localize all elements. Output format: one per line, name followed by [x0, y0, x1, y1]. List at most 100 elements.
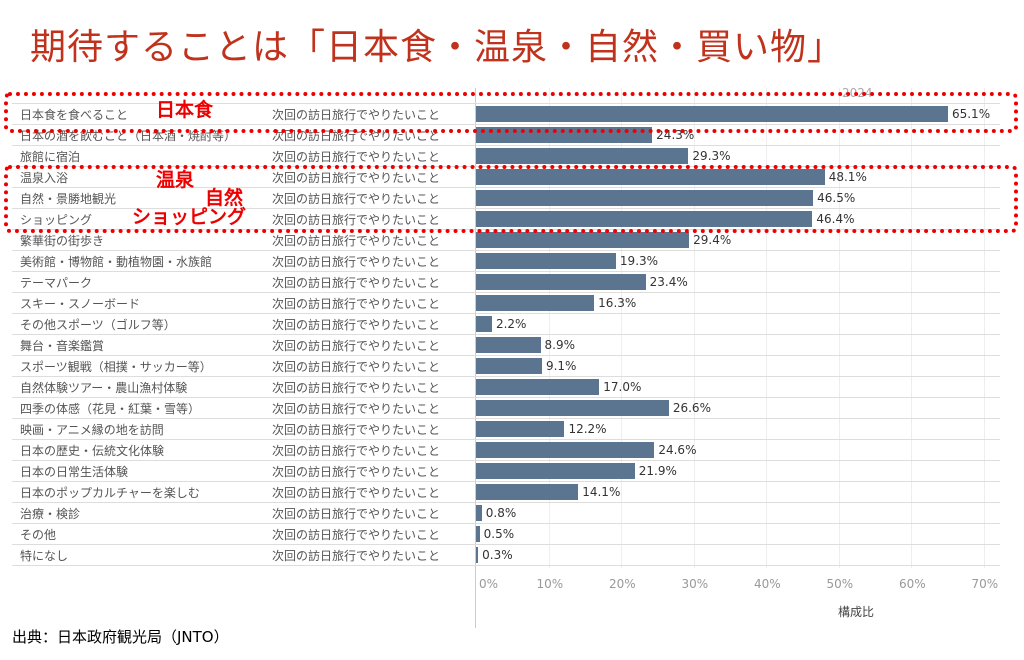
bar: [476, 400, 669, 416]
category-group-label: 次回の訪日旅行でやりたいこと: [272, 255, 441, 269]
data-label: 26.6%: [672, 401, 711, 415]
bar: [476, 442, 655, 458]
data-label: 2.2%: [495, 317, 527, 331]
category-label: 日本食を食べること: [20, 108, 129, 122]
category-label: 旅館に宿泊: [20, 150, 81, 164]
data-label: 29.4%: [693, 233, 732, 247]
data-label: 21.9%: [638, 464, 677, 478]
category-label: 温泉入浴: [20, 171, 69, 185]
row-divider: [12, 103, 1000, 104]
row-divider: [12, 523, 1000, 524]
row-divider: [12, 313, 1000, 314]
x-tick-label: 0%: [479, 577, 499, 591]
data-label: 0.3%: [482, 548, 513, 562]
row-divider: [12, 481, 1000, 482]
annotation-nature: 自然: [205, 187, 244, 209]
annotation-food: 日本食: [156, 99, 214, 121]
row-divider: [12, 355, 1000, 356]
x-tick-label: 70%: [971, 577, 999, 591]
row-divider: [12, 544, 1000, 545]
category-group-label: 次回の訪日旅行でやりたいこと: [272, 528, 441, 542]
category-group-label: 次回の訪日旅行でやりたいこと: [272, 276, 441, 290]
bar: [476, 379, 600, 395]
row-divider: [12, 565, 1000, 566]
gridline: [838, 88, 840, 568]
row-divider: [12, 418, 1000, 419]
data-label: 12.2%: [568, 422, 607, 436]
gridline: [911, 88, 912, 568]
category-group-label: 次回の訪日旅行でやりたいこと: [272, 549, 441, 563]
bar: [476, 316, 492, 332]
category-label: 美術館・博物館・動植物園・水族館: [20, 255, 213, 269]
gridline: [548, 88, 550, 568]
annotation-onsen: 温泉: [156, 169, 195, 191]
data-label: 0.5%: [483, 527, 515, 541]
row-divider: [12, 439, 1000, 440]
category-group-label: 次回の訪日旅行でやりたいこと: [272, 486, 441, 500]
bar: [476, 190, 814, 206]
row-divider: [12, 250, 1000, 251]
category-label: テーマパーク: [20, 276, 93, 290]
bar: [476, 505, 482, 521]
bar: [476, 337, 541, 353]
data-label: 65.1%: [951, 107, 991, 121]
bar: [476, 484, 579, 500]
bar: [476, 463, 635, 479]
category-label: 日本の日常生活体験: [20, 465, 129, 479]
data-label: 16.3%: [598, 296, 637, 310]
data-label: 24.6%: [658, 443, 697, 457]
highlight-box-onsen-nature-shopping: [4, 165, 1018, 233]
category-group-label: 次回の訪日旅行でやりたいこと: [272, 507, 441, 521]
category-label: 治療・検診: [20, 507, 81, 521]
category-label: その他: [20, 528, 57, 542]
data-label: 23.4%: [649, 275, 688, 289]
bar: [476, 547, 479, 563]
bar: [476, 169, 825, 185]
category-group-label: 次回の訪日旅行でやりたいこと: [272, 234, 441, 248]
data-label: 14.1%: [582, 485, 621, 499]
category-group-label: 次回の訪日旅行でやりたいこと: [272, 171, 441, 185]
bar: [476, 421, 565, 437]
source-note: 出典：日本政府観光局（JNTO）: [12, 628, 229, 646]
x-tick-label: 60%: [899, 577, 926, 591]
category-label: 四季の体感（花見・紅葉・雪等）: [20, 402, 201, 416]
category-group-label: 次回の訪日旅行でやりたいこと: [272, 108, 441, 122]
row-divider: [12, 124, 1000, 125]
category-label: 日本のポップカルチャーを楽しむ: [20, 486, 200, 500]
category-label: 自然体験ツアー・農山漁村体験: [20, 381, 188, 395]
category-group-label: 次回の訪日旅行でやりたいこと: [272, 213, 441, 227]
category-label: スポーツ観戦（相撲・サッカー等）: [20, 360, 212, 374]
category-label: 特になし: [20, 549, 69, 563]
category-group-label: 次回の訪日旅行でやりたいこと: [272, 444, 441, 458]
bar: [476, 274, 646, 290]
bar: [476, 526, 480, 542]
data-label: 8.9%: [544, 338, 576, 352]
category-group-label: 次回の訪日旅行でやりたいこと: [272, 318, 441, 332]
gridline: [766, 88, 767, 568]
row-divider: [12, 208, 1000, 209]
category-group-label: 次回の訪日旅行でやりたいこと: [272, 402, 441, 416]
data-label: 0.8%: [485, 506, 517, 520]
category-group-label: 次回の訪日旅行でやりたいこと: [272, 381, 441, 395]
x-axis-label: 構成比: [838, 605, 875, 619]
x-tick-label: 40%: [754, 577, 781, 591]
row-divider: [12, 460, 1000, 461]
category-label: ショッピング: [20, 213, 93, 227]
row-divider: [12, 376, 1000, 377]
row-divider: [12, 292, 1000, 293]
category-group-label: 次回の訪日旅行でやりたいこと: [272, 465, 441, 479]
x-tick-label: 10%: [536, 577, 564, 591]
category-group-label: 次回の訪日旅行でやりたいこと: [272, 150, 441, 164]
gridline: [621, 88, 622, 568]
x-tick-label: 30%: [681, 577, 709, 591]
row-divider: [12, 271, 1000, 272]
data-label: 19.3%: [619, 254, 659, 268]
bar: [476, 106, 948, 122]
category-group-label: 次回の訪日旅行でやりたいこと: [272, 339, 441, 353]
page-title: 期待することは「日本食・温泉・自然・買い物」: [30, 27, 845, 68]
category-label: 映画・アニメ縁の地を訪問: [20, 423, 164, 437]
data-label: 9.1%: [545, 359, 577, 373]
category-group-label: 次回の訪日旅行でやりたいこと: [272, 192, 441, 206]
bar: [476, 211, 813, 227]
